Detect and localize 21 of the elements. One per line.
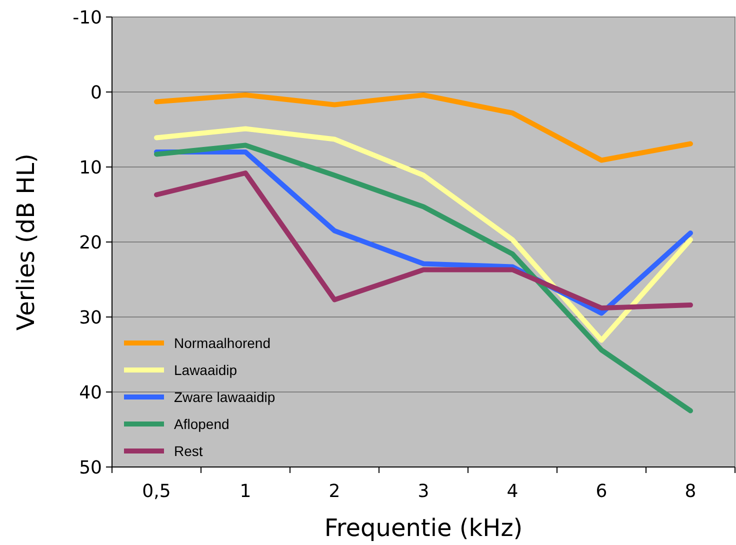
legend-label: Normaalhorend (174, 334, 270, 351)
y-tick-label: 30 (79, 307, 102, 328)
y-tick-label: 0 (90, 82, 102, 104)
x-tick-label: 0,5 (142, 481, 171, 502)
y-tick-label: -10 (72, 7, 102, 28)
x-tick-label: 1 (240, 481, 252, 502)
y-tick-label: 20 (79, 232, 102, 254)
x-tick-label: 4 (506, 481, 518, 502)
y-tick-label: 50 (79, 457, 102, 478)
x-tick-label: 3 (418, 481, 430, 502)
legend-label: Aflopend (174, 416, 230, 432)
x-tick-label: 6 (596, 481, 608, 502)
x-axis-title: Frequentie (kHz) (324, 514, 523, 542)
y-tick-label: 10 (79, 157, 102, 178)
y-axis-title: Verlies (dB HL) (12, 154, 40, 330)
x-tick-label: 2 (328, 481, 340, 502)
legend-label: Lawaaidip (174, 362, 238, 378)
legend-label: Rest (174, 442, 203, 459)
y-tick-label: 40 (79, 382, 102, 404)
legend-label: Zware lawaaidip (174, 388, 276, 405)
x-tick-label: 8 (684, 481, 696, 502)
